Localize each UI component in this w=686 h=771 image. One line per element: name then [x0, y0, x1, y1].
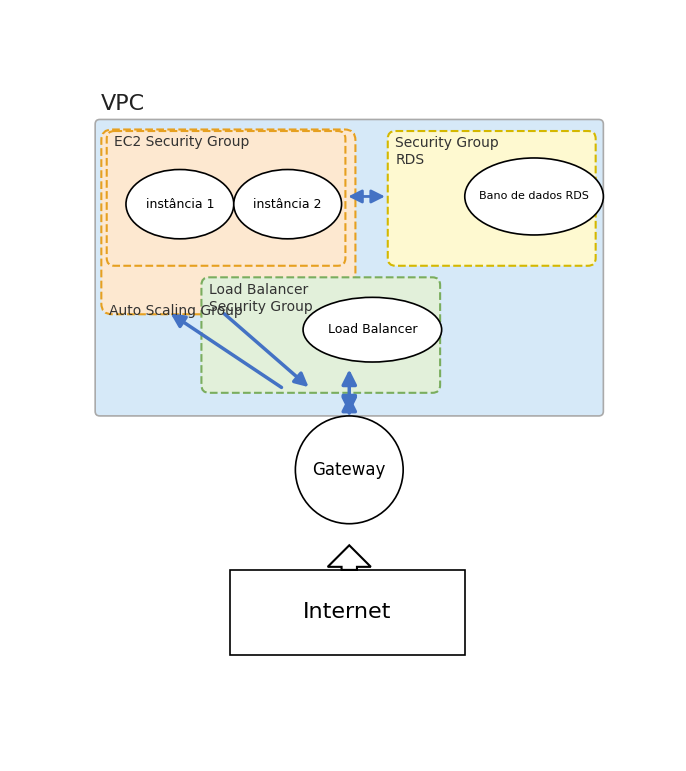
- Text: Bano de dados RDS: Bano de dados RDS: [479, 191, 589, 201]
- Text: instância 1: instância 1: [145, 197, 214, 210]
- FancyBboxPatch shape: [107, 131, 346, 266]
- Text: Auto Scaling Group: Auto Scaling Group: [109, 305, 243, 318]
- Text: Internet: Internet: [303, 602, 392, 622]
- Text: Gateway: Gateway: [313, 461, 386, 479]
- FancyBboxPatch shape: [230, 570, 465, 655]
- Ellipse shape: [234, 170, 342, 239]
- Ellipse shape: [464, 158, 604, 235]
- Ellipse shape: [126, 170, 234, 239]
- Text: Load Balancer: Load Balancer: [328, 323, 417, 336]
- Text: instância 2: instância 2: [253, 197, 322, 210]
- FancyBboxPatch shape: [95, 120, 604, 416]
- Circle shape: [296, 416, 403, 524]
- FancyBboxPatch shape: [202, 278, 440, 392]
- Text: Security Group
RDS: Security Group RDS: [395, 136, 499, 167]
- Text: Load Balancer
Security Group: Load Balancer Security Group: [209, 284, 313, 314]
- FancyBboxPatch shape: [102, 130, 355, 315]
- FancyBboxPatch shape: [388, 131, 595, 266]
- Text: VPC: VPC: [102, 94, 145, 114]
- FancyArrow shape: [328, 545, 371, 570]
- Text: EC2 Security Group: EC2 Security Group: [115, 135, 250, 149]
- Ellipse shape: [303, 298, 442, 362]
